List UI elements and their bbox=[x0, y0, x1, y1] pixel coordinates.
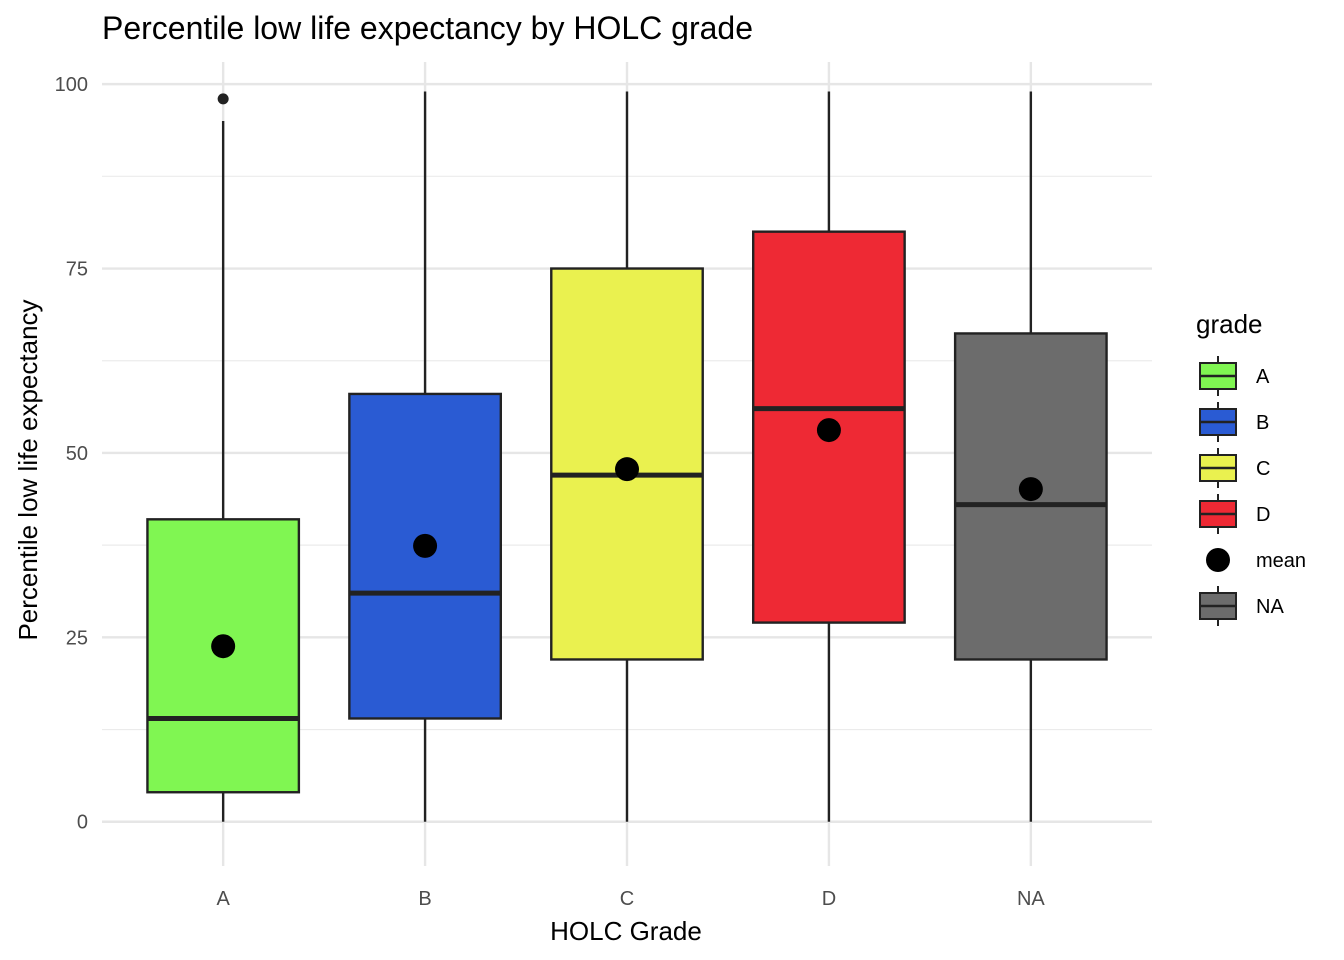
box-group bbox=[348, 91, 502, 822]
boxes-layer bbox=[146, 91, 1108, 822]
y-tick-label: 25 bbox=[66, 627, 88, 649]
y-tick-labels: 0 25 50 75 100 bbox=[55, 74, 88, 834]
legend-key-point bbox=[1206, 548, 1230, 572]
legend-entry: B bbox=[1199, 402, 1269, 442]
box-group bbox=[550, 91, 704, 822]
legend-label: mean bbox=[1256, 550, 1306, 572]
x-tick-label: D bbox=[822, 888, 836, 910]
legend-label: A bbox=[1256, 366, 1270, 388]
x-tick-label: B bbox=[418, 888, 431, 910]
legend-entry: D bbox=[1199, 494, 1270, 534]
legend-title: grade bbox=[1196, 309, 1263, 339]
mean-point bbox=[211, 634, 236, 659]
mean-point bbox=[413, 533, 438, 558]
y-axis-title: Percentile low life expectancy bbox=[13, 299, 43, 640]
y-tick-label: 50 bbox=[66, 443, 88, 465]
legend-label: D bbox=[1256, 504, 1270, 526]
legend-label: C bbox=[1256, 458, 1270, 480]
x-tick-label: C bbox=[620, 888, 634, 910]
chart-title: Percentile low life expectancy by HOLC g… bbox=[102, 10, 753, 46]
box-group bbox=[953, 91, 1108, 822]
legend-entry: C bbox=[1199, 448, 1270, 488]
x-axis-title: HOLC Grade bbox=[550, 916, 702, 946]
y-tick-label: 100 bbox=[55, 74, 88, 96]
legend-entry: A bbox=[1199, 356, 1270, 396]
x-tick-label: A bbox=[216, 888, 230, 910]
mean-point bbox=[615, 457, 639, 482]
legend-entry: NA bbox=[1199, 586, 1284, 626]
legend-label: NA bbox=[1256, 596, 1284, 618]
outlier-point bbox=[217, 93, 229, 105]
x-tick-labels: A B C D NA bbox=[216, 888, 1045, 910]
legend-label: B bbox=[1256, 412, 1269, 434]
box-group bbox=[146, 93, 301, 822]
mean-point bbox=[1018, 477, 1043, 502]
mean-point bbox=[816, 418, 841, 443]
y-tick-label: 75 bbox=[66, 259, 88, 281]
legend-entry: mean bbox=[1206, 548, 1306, 572]
y-tick-label: 0 bbox=[77, 812, 88, 834]
box-group bbox=[752, 91, 906, 822]
x-tick-label: NA bbox=[1017, 888, 1045, 910]
